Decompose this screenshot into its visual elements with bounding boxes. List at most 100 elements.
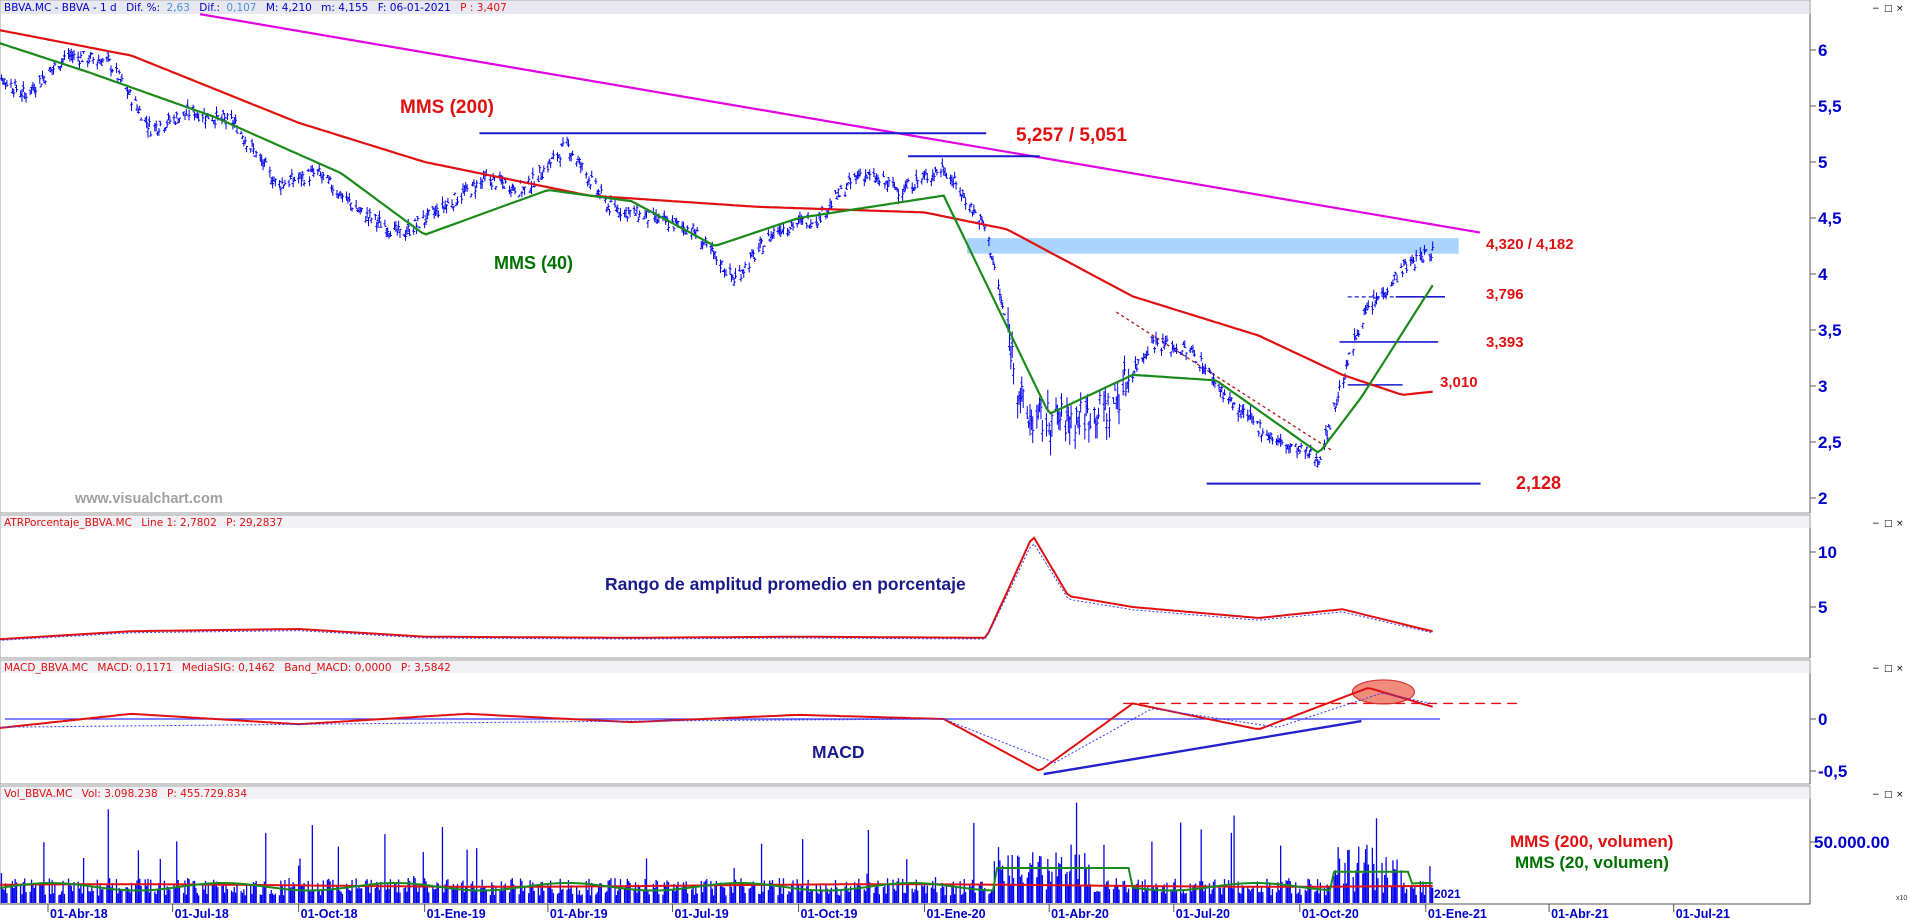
macd-title-strip xyxy=(1,661,1809,673)
macd-panel-frame xyxy=(0,659,1811,785)
atr-ytick-label: 5 xyxy=(1818,598,1827,617)
macd-ytick-label: -0,5 xyxy=(1818,762,1847,781)
xtick-label: 01-Oct-18 xyxy=(301,907,358,921)
price-ticker: BBVA.MC - BBVA - 1 d xyxy=(4,2,117,14)
close-icon[interactable]: × xyxy=(1896,4,1904,14)
price-panel-frame xyxy=(0,0,1811,514)
price-ytick-label: 6 xyxy=(1818,41,1827,60)
resistance-label: 5,257 / 5,051 xyxy=(1016,125,1127,146)
minimize-icon[interactable]: − xyxy=(1872,519,1880,529)
resistance-zone xyxy=(967,238,1459,254)
xtick-label: 01-Ene-21 xyxy=(1428,907,1487,921)
maximize-icon[interactable]: □ xyxy=(1884,790,1893,800)
macd-label: MACD xyxy=(812,742,865,762)
volume-p: P: 455.729.834 xyxy=(167,788,247,800)
volume-panel-title: Vol_BBVA.MC Vol: 3.098.238 P: 455.729.83… xyxy=(4,788,247,800)
maximize-icon[interactable]: □ xyxy=(1884,519,1893,529)
year-marker: 2021 xyxy=(1434,887,1461,901)
price-ytick-label: 2 xyxy=(1818,489,1827,508)
minimize-icon[interactable]: − xyxy=(1872,664,1880,674)
atr-line xyxy=(0,536,1433,641)
close-icon[interactable]: × xyxy=(1896,519,1904,529)
vol-mms200-label: MMS (200, volumen) xyxy=(1510,832,1673,851)
price-ytick-label: 3,5 xyxy=(1818,321,1842,340)
atr-window-controls[interactable]: − □ × xyxy=(1872,519,1904,529)
minimize-icon[interactable]: − xyxy=(1872,790,1880,800)
atr-line: Line 1: 2,7802 xyxy=(141,517,217,529)
macd-divergence-line xyxy=(1043,719,1362,776)
xtick-label: 01-Jul-20 xyxy=(1176,907,1230,921)
maximize-icon[interactable]: □ xyxy=(1884,664,1893,674)
atr-title-strip xyxy=(1,516,1809,528)
price-p: P : 3,407 xyxy=(460,2,507,14)
xtick-label: 01-Abr-19 xyxy=(550,907,608,921)
xtick-label: 01-Abr-21 xyxy=(1551,907,1609,921)
price-ytick-label: 2,5 xyxy=(1818,433,1842,452)
price-title-strip xyxy=(1,1,1809,14)
price-ytick-label: 5 xyxy=(1818,153,1827,172)
volume-name: Vol_BBVA.MC xyxy=(4,788,72,800)
macd-ytick-label: 0 xyxy=(1818,710,1827,729)
atr-p: P: 29,2837 xyxy=(226,517,283,529)
price-window-controls[interactable]: − □ × xyxy=(1872,4,1904,14)
mms200-label: MMS (200) xyxy=(400,97,494,118)
price-dif-pct-label: Dif. %: xyxy=(126,2,160,14)
price-dif: 0,107 xyxy=(226,2,256,14)
price-ytick-label: 3 xyxy=(1818,377,1827,396)
xtick-label: 01-Jul-19 xyxy=(675,907,729,921)
zone-label: 4,320 / 4,182 xyxy=(1486,236,1574,253)
axis-ticks: 6 5,5 5 4,5 4 3,5 3 2,5 2 10 5 0 -0,5 50.000.00 01-Abr… xyxy=(47,41,1890,921)
price-panel-title: BBVA.MC - BBVA - 1 d Dif. %: 2,63 Dif.: … xyxy=(4,2,507,14)
macd-band: Band_MACD: 0,0000 xyxy=(284,662,391,674)
price-date: F: 06-01-2021 xyxy=(378,2,451,14)
volume-ytick-label: 50.000.00 xyxy=(1814,833,1890,852)
price-dif-pct: 2,63 xyxy=(167,2,190,14)
atr-description: Rango de amplitud promedio en porcentaje xyxy=(605,574,966,594)
atr-panel-frame xyxy=(0,514,1811,659)
macd-window-controls[interactable]: − □ × xyxy=(1872,664,1904,674)
level-3393-label: 3,393 xyxy=(1486,334,1524,351)
xtick-label: 01-Abr-18 xyxy=(50,907,108,921)
macd-signal-line xyxy=(0,692,1433,764)
mms200-line xyxy=(0,29,1433,396)
price-ytick-label: 4,5 xyxy=(1818,209,1842,228)
volume-bars xyxy=(0,802,1434,903)
atr-ytick-label: 10 xyxy=(1818,543,1837,562)
xtick-label: 01-Ene-20 xyxy=(927,907,986,921)
atr-panel-title: ATRPorcentaje_BBVA.MC Line 1: 2,7802 P: … xyxy=(4,517,283,529)
price-ytick-label: 5,5 xyxy=(1818,97,1842,116)
downtrend-line xyxy=(199,13,1481,234)
price-ytick-label: 4 xyxy=(1818,265,1828,284)
volume-value: Vol: 3.098.238 xyxy=(82,788,158,800)
minimize-icon[interactable]: − xyxy=(1872,4,1880,14)
atr-name: ATRPorcentaje_BBVA.MC xyxy=(4,517,132,529)
vol-mms20-line xyxy=(0,867,1433,892)
level-3010-label: 3,010 xyxy=(1440,374,1478,391)
xtick-label: 01-Ene-19 xyxy=(427,907,486,921)
indicator-lines xyxy=(0,29,1434,772)
price-dif-label: Dif.: xyxy=(199,2,220,14)
macd-line xyxy=(0,687,1433,772)
volume-window-controls[interactable]: − □ × xyxy=(1872,790,1904,800)
mms40-line xyxy=(0,42,1434,454)
level-3796-label: 3,796 xyxy=(1486,286,1524,303)
support-label: 2,128 xyxy=(1516,473,1561,493)
atr-signal-line xyxy=(0,543,1433,641)
macd-value: MACD: 0,1171 xyxy=(97,662,172,674)
xtick-label: 01-Oct-19 xyxy=(801,907,858,921)
close-icon[interactable]: × xyxy=(1896,790,1904,800)
xtick-label: 01-Jul-21 xyxy=(1676,907,1730,921)
mms40-label: MMS (40) xyxy=(494,253,573,273)
close-icon[interactable]: × xyxy=(1896,664,1904,674)
price-max: M: 4,210 xyxy=(266,2,312,14)
price-min: m: 4,155 xyxy=(321,2,368,14)
watermark: www.visualchart.com xyxy=(74,491,223,507)
macd-p: P: 3,5842 xyxy=(401,662,451,674)
macd-name: MACD_BBVA.MC xyxy=(4,662,88,674)
dotted-downtrend-line xyxy=(1115,311,1334,452)
xtick-label: 01-Jul-18 xyxy=(175,907,229,921)
maximize-icon[interactable]: □ xyxy=(1884,4,1893,14)
macd-sig: MediaSIG: 0,1462 xyxy=(182,662,275,674)
xtick-label: 01-Oct-20 xyxy=(1302,907,1359,921)
